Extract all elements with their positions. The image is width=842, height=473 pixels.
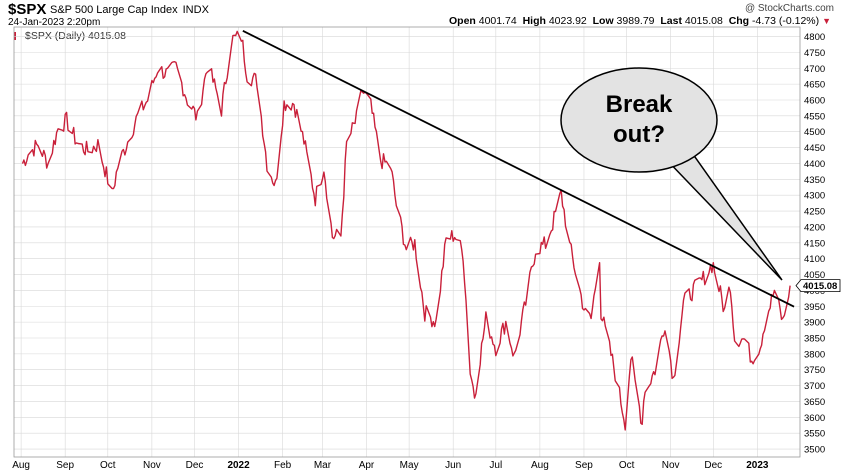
y-tick-label: 4050 (804, 270, 825, 281)
x-tick-label: Aug (531, 460, 549, 471)
y-tick-label: 3950 (804, 302, 825, 313)
last-value-tag-label: 4015.08 (803, 281, 837, 292)
x-tick-label: Apr (359, 460, 375, 471)
index-name: S&P 500 Large Cap Index INDX (50, 4, 209, 16)
open-value: 4001.74 (478, 15, 517, 27)
x-tick-label: 2023 (746, 460, 769, 471)
y-tick-label: 4200 (804, 222, 825, 233)
high-value: 4023.92 (548, 15, 587, 27)
callout-tail (660, 149, 783, 281)
y-tick-label: 4600 (804, 95, 825, 106)
x-tick-label: Oct (619, 460, 635, 471)
last-value: 4015.08 (684, 15, 723, 27)
high-label: High (522, 15, 546, 27)
last-label: Last (660, 15, 682, 27)
y-tick-label: 4650 (804, 80, 825, 91)
chart-frame (13, 26, 801, 458)
callout-ellipse (560, 67, 718, 173)
y-tick-label: 3800 (804, 349, 825, 360)
chg-label: Chg (728, 15, 750, 27)
quote-summary: Open 4001.74 High 4023.92 Low 3989.79 La… (449, 15, 831, 27)
y-tick-label: 4800 (804, 32, 825, 43)
y-tick-label: 4400 (804, 159, 825, 170)
callout-bubble: Break out? (560, 67, 783, 281)
low-value: 3989.79 (616, 15, 655, 27)
chg-value: -4.73 (-0.12%) (752, 15, 820, 27)
y-tick-label: 4250 (804, 207, 825, 218)
x-tick-label: Aug (12, 460, 30, 471)
legend-label: $SPX (Daily) 4015.08 (25, 30, 126, 42)
chart-header: $SPX S&P 500 Large Cap Index INDX 24-Jan-… (0, 0, 842, 36)
chart-grid (14, 27, 800, 457)
x-tick-label: Jun (445, 460, 461, 471)
y-tick-label: 4500 (804, 127, 825, 138)
price-series (21, 30, 791, 431)
x-tick-label: Sep (56, 460, 74, 471)
y-axis: 3500 3550 3600 3650 3700 3750 3800 3850 3900 3950… (804, 32, 825, 456)
x-tick-label: Dec (704, 460, 722, 471)
callout-line2: out? (613, 121, 665, 148)
x-axis: Aug Sep Oct Nov Dec 2022 Feb Mar Apr May Jun Jul Aug… (12, 460, 769, 471)
last-value-tag-group: 4015.08 (795, 279, 841, 293)
exchange: INDX (182, 4, 209, 16)
y-tick-label: 3750 (804, 365, 825, 376)
x-tick-label: May (400, 460, 419, 471)
y-tick-label: 3850 (804, 333, 825, 344)
callout-line1: Break (606, 91, 673, 118)
plot-border (13, 26, 801, 458)
symbol: $SPX (8, 1, 47, 18)
trendline-group (242, 30, 795, 308)
y-tick-label: 4750 (804, 48, 825, 59)
y-tick-label: 3700 (804, 381, 825, 392)
quote-date: 24-Jan-2023 2:20pm (8, 17, 101, 28)
x-tick-label: Oct (100, 460, 116, 471)
y-tick-label: 3500 (804, 445, 825, 456)
y-tick-label: 3900 (804, 318, 825, 329)
x-tick-label: Feb (274, 460, 292, 471)
y-tick-label: 4300 (804, 191, 825, 202)
y-tick-label: 4700 (804, 64, 825, 75)
x-tick-label: Sep (575, 460, 593, 471)
y-tick-label: 3550 (804, 429, 825, 440)
brand-watermark: @ StockCharts.com (744, 3, 834, 14)
low-label: Low (592, 15, 614, 27)
x-tick-label: Nov (662, 460, 680, 471)
x-tick-label: Nov (143, 460, 161, 471)
last-value-tag (795, 279, 841, 293)
y-tick-label: 4350 (804, 175, 825, 186)
y-tick-label: 4450 (804, 143, 825, 154)
x-tick-label: 2022 (227, 460, 250, 471)
trendline (242, 30, 795, 308)
series-swatch-icon (14, 32, 22, 40)
y-tick-label: 3650 (804, 397, 825, 408)
price-line (21, 30, 791, 431)
index-title: S&P 500 Large Cap Index (50, 4, 178, 16)
x-tick-label: Mar (314, 460, 332, 471)
down-arrow-icon: ▼ (822, 16, 831, 26)
y-tick-label: 4100 (804, 254, 825, 265)
y-tick-label: 3600 (804, 413, 825, 424)
open-label: Open (448, 15, 476, 27)
y-tick-label: 4550 (804, 111, 825, 122)
x-tick-label: Dec (186, 460, 204, 471)
y-tick-label: 4150 (804, 238, 825, 249)
series-legend: $SPX (Daily) 4015.08 (14, 30, 126, 42)
x-tick-label: Jul (489, 460, 502, 471)
